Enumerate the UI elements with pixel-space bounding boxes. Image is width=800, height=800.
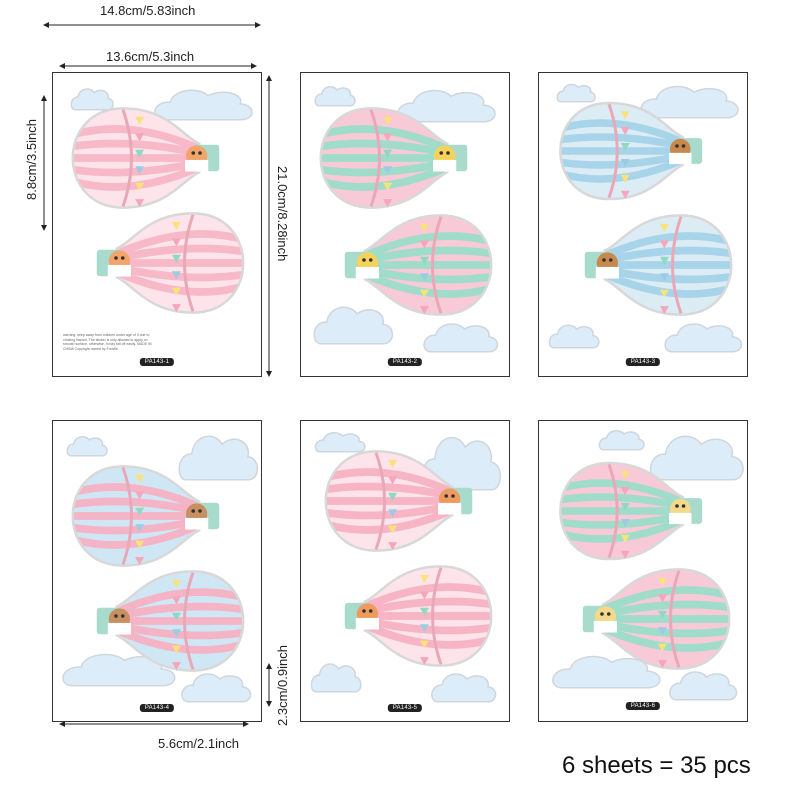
balloon-sticker xyxy=(584,214,733,316)
cloud-sticker xyxy=(669,671,738,701)
balloon-sticker xyxy=(319,107,468,209)
balloon-sticker xyxy=(582,568,731,670)
sheet-code: PA143-2 xyxy=(387,358,423,366)
cloud-sticker xyxy=(178,435,259,481)
cloud-sticker xyxy=(314,86,356,107)
sticker-sheet-3: PA143-3 xyxy=(538,72,748,377)
cloud-sticker xyxy=(598,430,645,451)
balloon-sticker xyxy=(344,565,493,667)
cloud-sticker xyxy=(310,663,362,693)
sheet-code: PA143-5 xyxy=(387,704,423,712)
sheet-code: PA143-1 xyxy=(139,358,175,366)
cloud-sticker xyxy=(66,436,108,457)
sheet-code: PA143-6 xyxy=(625,702,661,710)
sheet-width-label: 14.8cm/5.83inch xyxy=(100,3,196,18)
cloud-sticker xyxy=(556,83,596,103)
balloon-sticker xyxy=(71,107,220,209)
sticker-width-label: 13.6cm/5.3inch xyxy=(106,49,195,64)
pieces-summary: 6 sheets = 35 pcs xyxy=(562,752,751,779)
cloud-sticker xyxy=(314,432,366,453)
cloud-height-label: 2.3cm/0.9inch xyxy=(275,645,290,726)
cloud-sticker xyxy=(431,673,497,703)
sheet-height-label: 21.0cm/8.28inch xyxy=(275,166,290,262)
cloud-sticker xyxy=(421,436,502,491)
sheet-code: PA143-3 xyxy=(625,358,661,366)
balloon-sticker xyxy=(324,450,473,552)
sticker-height-label: 8.8cm/3.5inch xyxy=(24,119,39,200)
cloud-sticker xyxy=(397,89,496,123)
warning-text: warning: keep away from children under a… xyxy=(63,333,152,351)
cloud-sticker xyxy=(313,306,394,345)
sticker-sheet-6: PA143-6 xyxy=(538,420,748,722)
cloud-sticker xyxy=(552,655,661,689)
sticker-sheet-4: PA143-4 xyxy=(52,420,262,722)
cloud-sticker xyxy=(70,88,114,111)
balloon-sticker xyxy=(71,465,220,567)
sheet-code: PA143-4 xyxy=(139,704,175,712)
cloud-sticker xyxy=(649,435,744,481)
balloon-sticker xyxy=(96,570,245,672)
balloon-sticker xyxy=(96,212,245,314)
cloud-sticker xyxy=(548,324,600,349)
cloud-sticker xyxy=(154,89,253,121)
cloud-sticker xyxy=(664,323,743,353)
sticker-sheet-2: PA143-2 xyxy=(300,72,510,377)
cloud-sticker xyxy=(423,323,499,353)
cloud-sticker xyxy=(181,673,252,703)
cloud-sticker xyxy=(640,85,739,119)
cloud-sticker xyxy=(62,653,176,687)
sticker-sheet-1: warning: keep away from children under a… xyxy=(52,72,262,377)
balloon-sticker xyxy=(344,214,493,316)
cloud-width-label: 5.6cm/2.1inch xyxy=(158,736,239,751)
sticker-sheet-5: PA143-5 xyxy=(300,420,510,722)
